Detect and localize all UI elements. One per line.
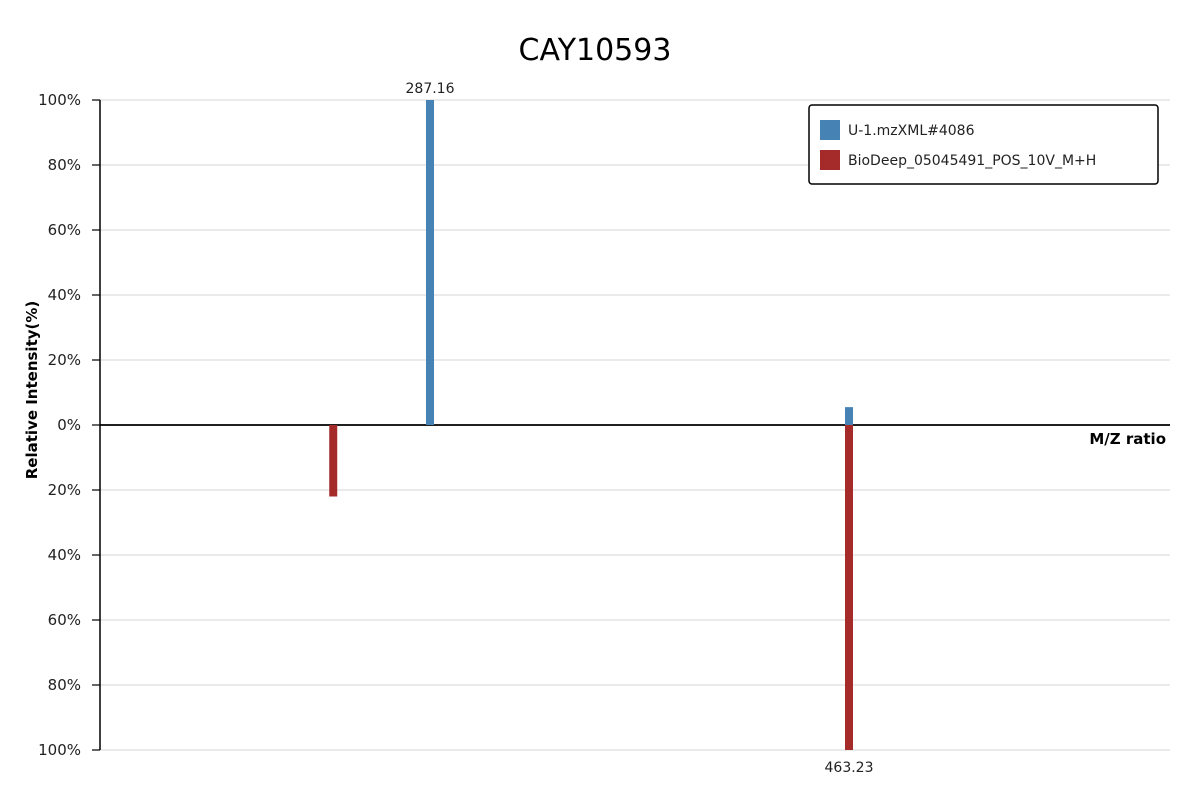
peak-bars <box>329 100 853 750</box>
y-tick-label-6: 20% <box>48 481 81 499</box>
peak-bar-s1-1 <box>426 100 434 425</box>
peak-bar-s1-2 <box>845 407 853 425</box>
y-tick-label-3: 40% <box>48 286 81 304</box>
legend-label-2: BioDeep_05045491_POS_10V_M+H <box>848 153 1096 169</box>
chart-title: CAY10593 <box>519 33 672 68</box>
y-tick-label-9: 80% <box>48 676 81 694</box>
peak-label-s1-1: 287.16 <box>406 81 455 97</box>
legend-label-1: U-1.mzXML#4086 <box>848 123 975 139</box>
grid-layer <box>100 99 1170 751</box>
y-tick-label-10: 100% <box>38 741 81 759</box>
y-tick-label-5: 0% <box>57 416 81 434</box>
y-tick-label-0: 100% <box>38 91 81 109</box>
legend: U-1.mzXML#4086 BioDeep_05045491_POS_10V_… <box>808 104 1159 185</box>
y-axis-label: Relative Intensity(%) <box>23 301 41 480</box>
axis-layer <box>92 99 1170 751</box>
y-tick-label-8: 60% <box>48 611 81 629</box>
legend-box <box>808 104 1159 185</box>
legend-swatch-1 <box>820 120 840 140</box>
peak-label-s2-2: 463.23 <box>825 760 874 776</box>
x-axis-label: M/Z ratio <box>1089 430 1166 448</box>
legend-swatch-2 <box>820 150 840 170</box>
peak-labels: 287.16 463.23 <box>406 81 874 776</box>
y-tick-label-1: 80% <box>48 156 81 174</box>
y-tick-label-2: 60% <box>48 221 81 239</box>
peak-bar-s2-2 <box>845 425 853 750</box>
y-tick-label-4: 20% <box>48 351 81 369</box>
peak-bar-s2-1 <box>329 425 338 497</box>
y-tick-label-7: 40% <box>48 546 81 564</box>
y-tick-labels: 100% 80% 60% 40% 20% 0% 20% 40% 60% 80% 100% <box>38 91 81 759</box>
